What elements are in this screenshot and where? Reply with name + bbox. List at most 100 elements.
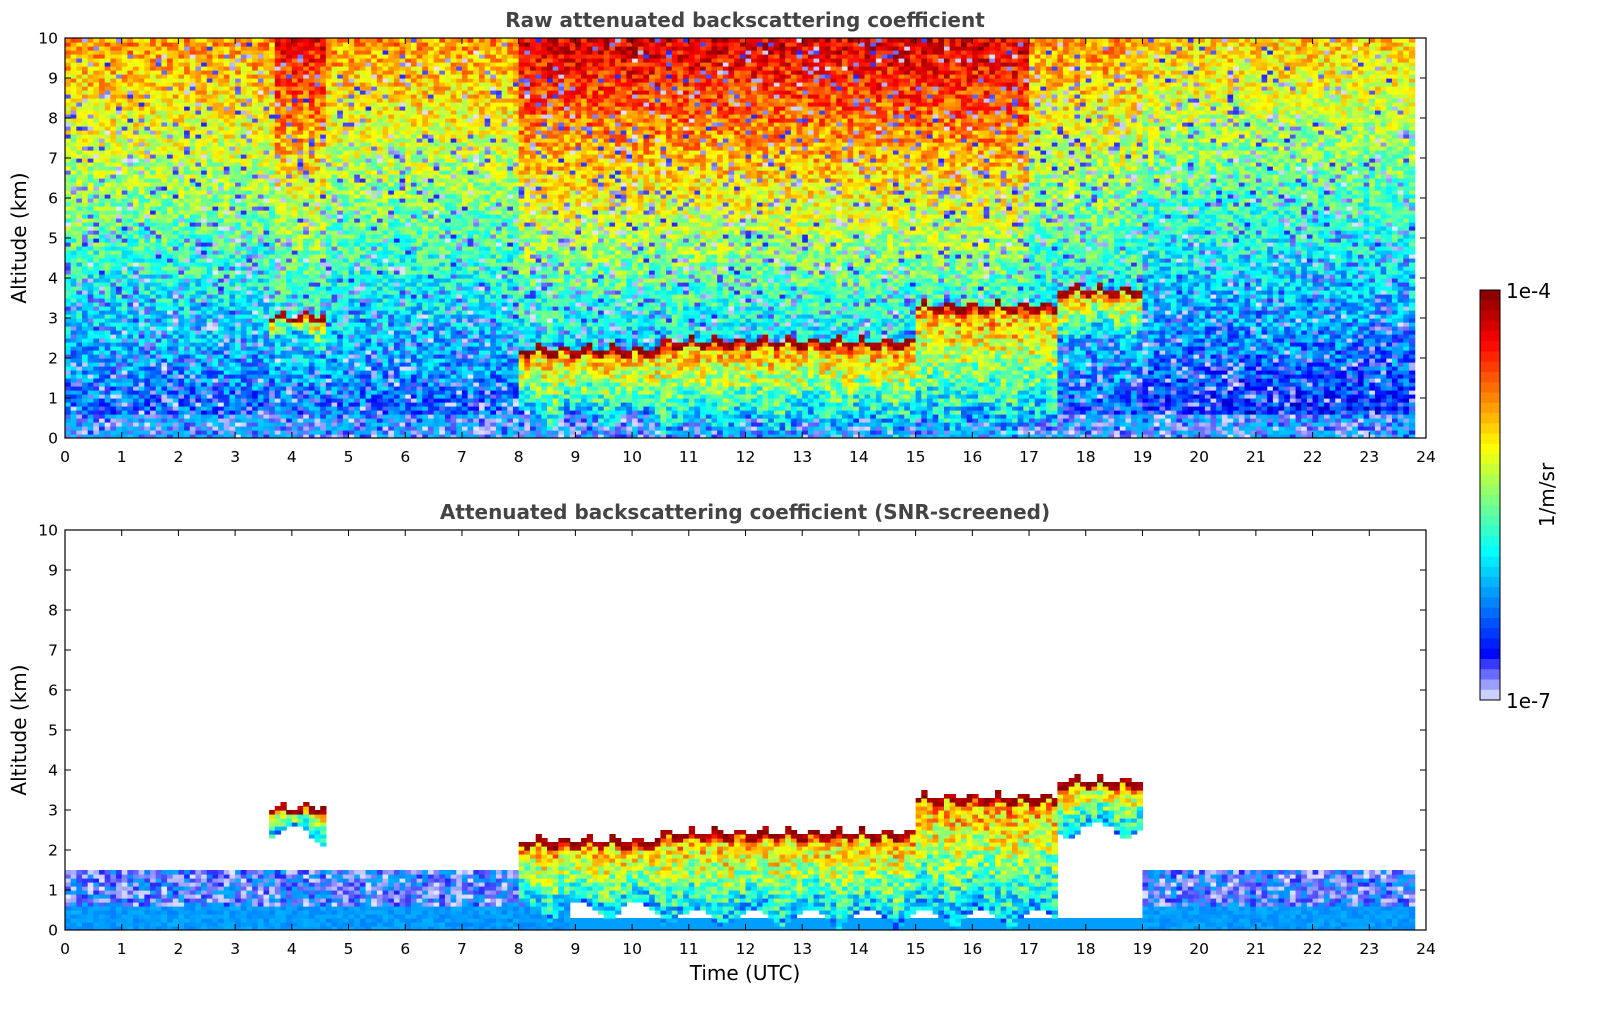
heatmap-cell <box>144 162 151 167</box>
heatmap-cell <box>161 382 168 387</box>
heatmap-cell <box>82 250 89 255</box>
heatmap-cell <box>178 78 185 83</box>
heatmap-cell <box>218 330 225 335</box>
heatmap-cell <box>104 242 111 247</box>
heatmap-cell <box>93 54 100 59</box>
heatmap-cell <box>144 302 151 307</box>
heatmap-cell <box>257 354 265 359</box>
heatmap-cell <box>212 130 219 135</box>
heatmap-cell <box>167 94 174 99</box>
heatmap-cell <box>235 182 242 187</box>
heatmap-cell <box>172 134 180 139</box>
heatmap-cell <box>161 46 168 51</box>
heatmap-cell <box>269 378 276 383</box>
heatmap-cell <box>257 130 265 135</box>
heatmap-cell <box>240 150 248 155</box>
heatmap-cell <box>104 186 111 191</box>
heatmap-cell <box>178 38 185 43</box>
heatmap-cell <box>150 330 157 335</box>
heatmap-cell <box>331 234 338 239</box>
heatmap-cell <box>291 406 299 411</box>
heatmap-cell <box>269 74 276 79</box>
heatmap-cell <box>252 58 259 63</box>
heatmap-cell <box>212 162 219 167</box>
heatmap-cell <box>110 258 117 263</box>
heatmap-cell <box>110 394 117 399</box>
heatmap-cell <box>172 126 180 131</box>
heatmap-cell <box>240 410 248 415</box>
heatmap-cell <box>87 302 94 307</box>
heatmap-cell <box>150 334 157 339</box>
heatmap-cell <box>121 198 128 203</box>
heatmap-cell <box>274 86 282 91</box>
heatmap-cell <box>263 318 270 323</box>
heatmap-cell <box>201 54 208 59</box>
heatmap-cell <box>104 42 111 47</box>
heatmap-cell <box>274 58 282 63</box>
heatmap-cell <box>291 86 299 91</box>
heatmap-cell <box>252 138 259 143</box>
heatmap-cell <box>229 230 236 235</box>
heatmap-cell <box>297 90 304 95</box>
heatmap-cell <box>257 58 265 63</box>
heatmap-cell <box>76 366 83 371</box>
heatmap-cell <box>252 118 259 123</box>
heatmap-cell <box>189 434 197 438</box>
heatmap-cell <box>286 322 293 327</box>
heatmap-cell <box>342 350 350 355</box>
heatmap-cell <box>269 322 276 327</box>
heatmap-cell <box>70 94 77 99</box>
heatmap-cell <box>201 226 208 231</box>
heatmap-cell <box>70 358 77 363</box>
heatmap-cell <box>150 310 157 315</box>
heatmap-cell <box>314 38 321 43</box>
heatmap-cell <box>331 350 338 355</box>
heatmap-cell <box>274 182 282 187</box>
heatmap-cell <box>212 62 219 67</box>
heatmap-cell <box>257 186 265 191</box>
heatmap-cell <box>280 406 287 411</box>
heatmap-cell <box>269 342 276 347</box>
heatmap-cell <box>184 102 191 107</box>
heatmap-cell <box>138 262 145 267</box>
heatmap-cell <box>320 398 327 403</box>
heatmap-cell <box>291 74 299 79</box>
heatmap-cell <box>252 158 259 163</box>
heatmap-cell <box>274 346 282 351</box>
heatmap-cell <box>167 370 174 375</box>
heatmap-cell <box>104 74 111 79</box>
heatmap-cell <box>127 190 134 195</box>
heatmap-cell <box>110 74 117 79</box>
heatmap-cell <box>76 286 83 291</box>
heatmap-cell <box>104 94 111 99</box>
heatmap-cell <box>172 282 180 287</box>
heatmap-cell <box>87 74 94 79</box>
heatmap-cell <box>155 66 162 71</box>
heatmap-cell <box>201 390 208 395</box>
heatmap-cell <box>263 226 270 231</box>
heatmap-cell <box>93 70 100 75</box>
heatmap-cell <box>121 362 128 367</box>
heatmap-cell <box>246 342 253 347</box>
heatmap-cell <box>161 122 168 127</box>
heatmap-cell <box>337 434 344 438</box>
heatmap-cell <box>308 106 316 111</box>
heatmap-cell <box>155 246 162 251</box>
heatmap-cell <box>297 330 304 335</box>
heatmap-cell <box>195 362 202 367</box>
heatmap-cell <box>116 298 123 303</box>
heatmap-cell <box>252 258 259 263</box>
heatmap-cell <box>342 326 350 331</box>
heatmap-cell <box>274 238 282 243</box>
heatmap-cell <box>223 230 231 235</box>
heatmap-cell <box>167 150 174 155</box>
heatmap-cell <box>195 310 202 315</box>
heatmap-cell <box>76 342 83 347</box>
heatmap-cell <box>331 302 338 307</box>
heatmap-cell <box>172 394 180 399</box>
heatmap-cell <box>116 138 123 143</box>
heatmap-cell <box>269 238 276 243</box>
heatmap-cell <box>235 154 242 159</box>
heatmap-cell <box>178 90 185 95</box>
heatmap-cell <box>65 254 72 259</box>
